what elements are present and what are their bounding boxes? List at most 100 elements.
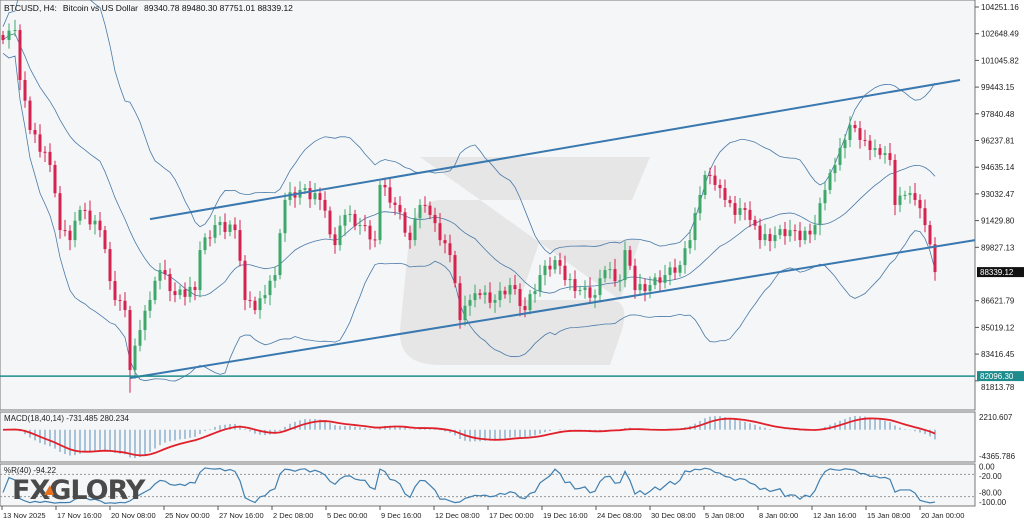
candle[interactable] — [393, 196, 397, 216]
candle[interactable] — [103, 225, 107, 254]
candle[interactable] — [708, 167, 712, 185]
candle[interactable] — [763, 223, 767, 246]
candle[interactable] — [928, 220, 932, 249]
candle[interactable] — [478, 289, 482, 300]
candle[interactable] — [458, 276, 462, 329]
candle[interactable] — [328, 206, 332, 239]
candle[interactable] — [443, 234, 447, 254]
candle[interactable] — [848, 116, 852, 148]
candle[interactable] — [858, 120, 862, 149]
candle[interactable] — [793, 224, 797, 241]
candle[interactable] — [733, 195, 737, 224]
candle[interactable] — [163, 259, 167, 280]
candle[interactable] — [378, 180, 382, 245]
candle[interactable] — [588, 277, 592, 304]
candle[interactable] — [533, 283, 537, 303]
candle[interactable] — [653, 273, 657, 290]
candle[interactable] — [88, 200, 92, 231]
candle[interactable] — [503, 286, 507, 299]
candle[interactable] — [188, 276, 192, 303]
candle[interactable] — [268, 275, 272, 306]
candle[interactable] — [198, 241, 202, 298]
candle[interactable] — [618, 274, 622, 292]
candle[interactable] — [143, 305, 147, 341]
candle[interactable] — [203, 233, 207, 255]
candle[interactable] — [148, 291, 152, 318]
candle[interactable] — [593, 289, 597, 308]
candle[interactable] — [903, 190, 907, 200]
candle[interactable] — [63, 219, 67, 237]
candle[interactable] — [243, 255, 247, 311]
candle[interactable] — [83, 202, 87, 220]
candle[interactable] — [113, 270, 117, 306]
candle[interactable] — [323, 191, 327, 218]
candle[interactable] — [368, 220, 372, 250]
candle[interactable] — [38, 124, 42, 158]
candle[interactable] — [678, 260, 682, 277]
candle[interactable] — [808, 223, 812, 244]
candle[interactable] — [448, 234, 452, 263]
candle[interactable] — [398, 196, 402, 220]
wpr-panel[interactable] — [0, 463, 976, 507]
candle[interactable] — [183, 282, 187, 306]
candle[interactable] — [138, 319, 142, 352]
candle[interactable] — [608, 261, 612, 279]
candle[interactable] — [573, 270, 577, 299]
candle[interactable] — [228, 220, 232, 237]
candle[interactable] — [78, 205, 82, 225]
macd-panel[interactable] — [0, 411, 976, 463]
candle[interactable] — [543, 260, 547, 286]
candle[interactable] — [373, 230, 377, 248]
candle[interactable] — [43, 146, 47, 163]
candle[interactable] — [873, 139, 877, 158]
candle[interactable] — [693, 207, 697, 251]
candle[interactable] — [418, 199, 422, 229]
candle[interactable] — [128, 305, 132, 393]
candle[interactable] — [403, 208, 407, 237]
candle[interactable] — [468, 294, 472, 316]
candle[interactable] — [813, 214, 817, 241]
candle[interactable] — [338, 215, 342, 251]
channel-lower-trendline[interactable] — [129, 239, 976, 380]
candle[interactable] — [93, 215, 97, 235]
candle[interactable] — [863, 129, 867, 147]
candle[interactable] — [248, 291, 252, 308]
candle[interactable] — [488, 282, 492, 309]
candle[interactable] — [333, 227, 337, 254]
candle[interactable] — [388, 177, 392, 209]
candle[interactable] — [568, 273, 572, 291]
candle[interactable] — [548, 257, 552, 277]
candle[interactable] — [823, 181, 827, 211]
candle[interactable] — [668, 261, 672, 286]
candle[interactable] — [658, 270, 662, 292]
candle[interactable] — [623, 241, 627, 288]
candle[interactable] — [98, 212, 102, 238]
candle[interactable] — [528, 289, 532, 315]
channel-upper-trendline[interactable] — [149, 79, 961, 221]
candle[interactable] — [258, 291, 262, 319]
candle[interactable] — [288, 182, 292, 206]
candle[interactable] — [933, 237, 937, 281]
candle[interactable] — [748, 201, 752, 228]
candle[interactable] — [843, 134, 847, 159]
candle[interactable] — [803, 226, 807, 245]
candle[interactable] — [583, 280, 587, 299]
candle[interactable] — [193, 281, 197, 301]
candle[interactable] — [318, 187, 322, 211]
candle[interactable] — [898, 186, 902, 213]
candle[interactable] — [123, 292, 127, 318]
candle[interactable] — [438, 213, 442, 246]
candle[interactable] — [783, 221, 787, 245]
candle[interactable] — [923, 199, 927, 233]
candle[interactable] — [613, 258, 617, 287]
candle[interactable] — [578, 285, 582, 296]
candle[interactable] — [68, 225, 72, 251]
candle[interactable] — [178, 285, 182, 300]
candle[interactable] — [278, 229, 282, 280]
candle[interactable] — [603, 265, 607, 283]
candle[interactable] — [428, 201, 432, 220]
candle[interactable] — [753, 215, 757, 230]
candle[interactable] — [73, 212, 77, 248]
candle[interactable] — [598, 269, 602, 303]
candle[interactable] — [133, 338, 137, 379]
